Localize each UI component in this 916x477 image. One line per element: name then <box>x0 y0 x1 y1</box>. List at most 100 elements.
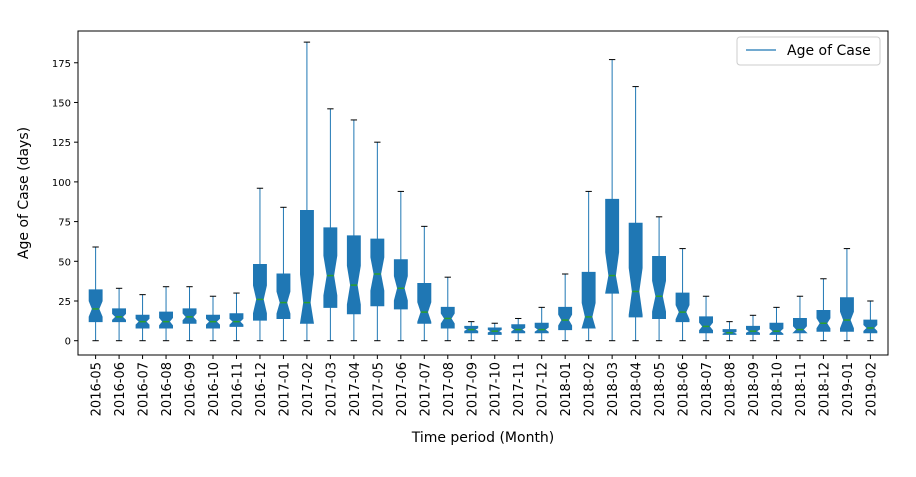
x-tick-label: 2017-09 <box>465 362 480 416</box>
legend-label: Age of Case <box>787 43 871 59</box>
box-2018-01 <box>558 273 573 342</box>
x-tick-label: 2018-12 <box>817 362 832 416</box>
box-2016-10 <box>206 295 220 342</box>
box-2018-02 <box>581 190 596 342</box>
x-tick-label: 2016-10 <box>207 362 222 416</box>
x-tick-label: 2016-12 <box>254 362 269 416</box>
box-2016-07 <box>135 294 150 342</box>
box-2018-03 <box>605 59 620 342</box>
x-tick-label: 2018-04 <box>630 362 645 416</box>
notched-box <box>769 322 784 335</box>
notched-box <box>417 283 432 324</box>
notched-box <box>511 324 526 334</box>
x-tick-label: 2017-07 <box>418 362 433 416</box>
x-tick-label: 2019-01 <box>841 362 856 416</box>
notched-box <box>370 238 385 307</box>
x-tick-label: 2018-09 <box>747 362 762 416</box>
notched-box <box>112 308 126 323</box>
box-2017-09 <box>464 321 479 342</box>
y-axis: 0 25 50 75 100 125 150 175 <box>52 59 78 348</box>
x-tick-label: 2017-06 <box>395 362 410 416</box>
x-tick-label: 2018-03 <box>606 362 621 416</box>
notched-box <box>628 222 643 318</box>
notched-box <box>440 306 455 329</box>
notched-box <box>346 235 361 315</box>
x-tick-label: 2017-01 <box>277 362 292 416</box>
y-tick-label: 100 <box>52 178 71 189</box>
notched-box <box>675 292 690 323</box>
box-2018-07 <box>699 295 713 342</box>
box-2018-12 <box>816 278 831 342</box>
box-2016-12 <box>253 187 267 342</box>
y-axis-label: Age of Case (days) <box>16 127 32 259</box>
box-2018-04 <box>628 86 643 342</box>
x-tick-label: 2016-08 <box>160 362 175 416</box>
x-tick-label: 2017-02 <box>301 362 316 416</box>
notched-box <box>581 271 596 329</box>
notched-box <box>792 318 808 334</box>
plot-frame <box>77 30 889 356</box>
notched-box <box>88 289 103 323</box>
box-2017-01 <box>276 206 291 342</box>
x-tick-label: 2017-03 <box>324 362 339 416</box>
x-tick-label: 2016-11 <box>230 362 245 416</box>
box-2016-06 <box>112 287 126 342</box>
notched-box <box>534 322 549 334</box>
x-tick-label: 2018-10 <box>770 362 785 416</box>
y-tick-label: 150 <box>52 98 71 109</box>
box-2018-09 <box>746 314 760 342</box>
y-tick-label: 75 <box>58 218 71 229</box>
legend: Age of Case <box>736 36 881 66</box>
x-tick-label: 2016-09 <box>184 362 199 416</box>
box-2017-08 <box>440 276 455 342</box>
x-tick-label: 2017-04 <box>348 362 363 416</box>
x-tick-label: 2017-12 <box>536 362 551 416</box>
box-2018-06 <box>675 248 690 342</box>
box-2019-01 <box>840 248 854 342</box>
x-tick-label: 2018-05 <box>653 362 668 416</box>
notched-box <box>746 325 760 335</box>
box-2017-02 <box>299 41 314 342</box>
y-tick-label: 125 <box>52 138 71 149</box>
notched-box <box>299 210 314 324</box>
x-tick-label: 2018-07 <box>700 362 715 416</box>
x-tick-label: 2018-06 <box>677 362 692 416</box>
box-2018-11 <box>792 295 808 342</box>
box-2017-07 <box>417 225 432 342</box>
box-2016-09 <box>182 286 197 342</box>
x-tick-label: 2016-07 <box>137 362 152 416</box>
box-2017-04 <box>346 119 361 342</box>
box-2018-10 <box>769 306 784 342</box>
x-tick-label: 2017-08 <box>442 362 457 416</box>
x-tick-label: 2017-10 <box>489 362 504 416</box>
notched-box <box>863 319 878 334</box>
notched-box <box>840 297 854 332</box>
box-2017-12 <box>534 306 549 342</box>
notched-box <box>722 329 737 335</box>
notched-box <box>699 316 713 334</box>
box-2017-10 <box>487 322 502 342</box>
x-tick-label: 2018-01 <box>559 362 574 416</box>
boxes-layer <box>88 41 878 342</box>
x-axis: 2016-05 2016-06 2016-07 2016-08 2016-09 2016-… <box>90 355 879 416</box>
x-tick-label: 2018-08 <box>724 362 739 416</box>
notched-box <box>652 256 666 319</box>
box-2018-05 <box>652 216 666 342</box>
x-axis-label: Time period (Month) <box>411 430 555 446</box>
box-2018-08 <box>722 321 737 342</box>
box-2016-05 <box>88 246 103 342</box>
box-2017-11 <box>511 317 526 342</box>
box-2017-03 <box>323 108 338 342</box>
notched-box <box>558 306 573 331</box>
x-tick-label: 2017-11 <box>512 362 527 416</box>
x-tick-label: 2019-02 <box>864 362 879 416</box>
box-2017-06 <box>393 190 408 342</box>
y-tick-label: 25 <box>58 297 71 308</box>
notched-box <box>253 264 267 321</box>
box-2019-02 <box>863 300 878 342</box>
box-2016-08 <box>159 286 173 342</box>
notched-box <box>159 311 173 329</box>
